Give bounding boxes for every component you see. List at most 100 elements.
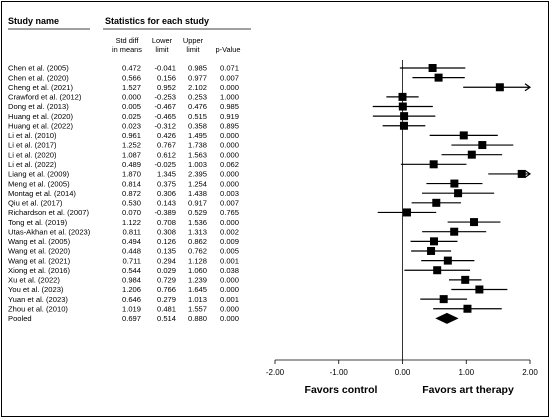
x-tick-label: 1.00	[458, 368, 474, 377]
effect-size-marker	[463, 304, 472, 313]
lower-limit-value: -0.312	[154, 121, 176, 130]
upper-limit-value: 0.358	[188, 121, 207, 130]
p-value: 0.919	[220, 112, 239, 121]
upper-limit-value: 0.985	[188, 64, 207, 73]
p-value: 0.000	[220, 276, 239, 285]
p-value: 0.005	[220, 247, 239, 256]
lower-limit-value: 0.426	[157, 131, 176, 140]
study-rows: Chen et al. (2005) 0.472 -0.041 0.985 0.071C…	[8, 64, 239, 323]
lower-limit-value: -0.041	[154, 64, 176, 73]
std-diff-value: 0.814	[122, 179, 141, 188]
effect-size-marker	[443, 256, 452, 265]
study-row: Li et al. (2020) 1.087 0.612 1.563 0.000	[8, 150, 239, 159]
effect-size-marker	[495, 83, 504, 92]
upper-limit-value: 1.438	[188, 189, 207, 198]
std-diff-value: 0.448	[122, 247, 141, 256]
p-value: 0.009	[220, 237, 239, 246]
upper-limit-value: 1.013	[188, 295, 207, 304]
p-value: 0.001	[220, 256, 239, 265]
std-diff-value: 0.697	[122, 314, 141, 323]
lower-limit-value: 0.952	[157, 83, 176, 92]
study-row: Cheng et al. (2021) 1.527 0.952 2.102 0.000	[8, 83, 239, 92]
statistics-header: Statistics for each study	[105, 16, 209, 26]
study-row: Li et al. (2017) 1.252 0.767 1.738 0.000	[8, 141, 239, 150]
effect-size-marker	[454, 189, 463, 198]
study-name: Li et al. (2017)	[8, 141, 57, 150]
study-row: You et al. (2023) 1.206 0.766 1.645 0.000	[8, 285, 239, 294]
std-diff-value: 0.811	[123, 227, 141, 236]
effect-size-marker	[470, 218, 479, 227]
study-name: Xu et al. (2022)	[8, 276, 60, 285]
study-name: Xiong et al. (2016)	[8, 266, 71, 275]
study-name: Chen et al. (2005)	[8, 64, 69, 73]
upper-limit-value: 1.128	[188, 256, 207, 265]
study-name-header: Study name	[8, 16, 59, 26]
upper-limit-value: 0.476	[188, 102, 207, 111]
effect-size-marker	[467, 150, 476, 159]
p-value: 0.000	[220, 179, 239, 188]
std-diff-value: 0.472	[122, 64, 141, 73]
effect-size-marker	[399, 121, 408, 130]
p-value: 0.038	[220, 266, 239, 275]
study-name: Zhou et al. (2010)	[8, 304, 68, 313]
effect-size-marker	[459, 131, 468, 140]
p-value: 0.000	[220, 314, 239, 323]
lower-limit-value: 0.306	[157, 189, 176, 198]
std-diff-value: 1.087	[122, 150, 141, 159]
std-diff-value: 0.984	[122, 276, 141, 285]
sdm-header-line1: Std diff	[116, 36, 140, 45]
x-tick-label: -2.00	[266, 368, 285, 377]
std-diff-value: 1.206	[122, 285, 141, 294]
study-name: Huang et al. (2022)	[8, 121, 73, 130]
study-row: Yuan et al. (2023) 0.646 0.279 1.013 0.001	[8, 295, 239, 304]
upper-limit-value: 1.254	[188, 179, 207, 188]
study-name: Utas-Akhan et al. (2023)	[8, 227, 91, 236]
p-value: 0.000	[220, 141, 239, 150]
study-name: Dong et al. (2013)	[8, 102, 69, 111]
lower-limit-value: 0.279	[157, 295, 176, 304]
std-diff-value: 0.646	[122, 295, 141, 304]
std-diff-value: 0.566	[122, 73, 141, 82]
pooled-row: Pooled 0.697 0.514 0.880 0.000	[8, 314, 239, 323]
std-diff-value: 0.025	[122, 112, 141, 121]
study-name: You et al. (2023)	[8, 285, 64, 294]
effect-size-marker	[398, 102, 407, 111]
study-row: Utas-Akhan et al. (2023) 0.811 0.308 1.313 0…	[8, 227, 239, 236]
upper-limit-value: 2.395	[188, 170, 207, 179]
study-row: Chen et al. (2005) 0.472 -0.041 0.985 0.071	[8, 64, 239, 73]
effect-size-marker	[475, 285, 484, 294]
study-row: Li et al. (2022) 0.489 -0.025 1.003 0.062	[8, 160, 239, 169]
lower-header-line2: limit	[155, 45, 168, 54]
effect-size-marker	[433, 266, 442, 275]
study-name: Crawford et al. (2012)	[8, 93, 82, 102]
effect-size-marker	[398, 92, 407, 101]
upper-limit-value: 0.253	[188, 93, 207, 102]
effect-size-marker	[439, 295, 448, 304]
upper-limit-value: 0.762	[188, 247, 207, 256]
std-diff-value: 0.489	[122, 160, 141, 169]
lower-limit-value: 0.481	[157, 304, 176, 313]
lower-limit-value: -0.253	[154, 93, 176, 102]
p-value: 0.007	[220, 73, 239, 82]
p-value: 0.071	[220, 64, 239, 73]
study-name: Li et al. (2010)	[8, 131, 57, 140]
p-value: 0.765	[220, 208, 239, 217]
p-value: 0.062	[220, 160, 239, 169]
study-name: Richardson et al. (2007)	[8, 208, 90, 217]
study-name: Yuan et al. (2023)	[8, 295, 68, 304]
study-row: Wang et al. (2020) 0.448 0.135 0.762 0.005	[8, 247, 239, 256]
study-name: Li et al. (2022)	[8, 160, 57, 169]
std-diff-value: 1.122	[122, 218, 141, 227]
upper-limit-value: 1.495	[188, 131, 207, 140]
lower-limit-value: -0.389	[154, 208, 176, 217]
std-diff-value: 1.252	[122, 141, 141, 150]
std-diff-value: 0.872	[122, 189, 141, 198]
effect-size-marker	[400, 112, 409, 121]
p-value: 0.000	[220, 170, 239, 179]
lower-limit-value: -0.465	[154, 112, 176, 121]
effect-size-marker	[450, 179, 459, 188]
study-row: Xu et al. (2022) 0.984 0.729 1.239 0.000	[8, 276, 239, 285]
p-value: 0.000	[220, 83, 239, 92]
effect-size-marker	[432, 198, 441, 207]
